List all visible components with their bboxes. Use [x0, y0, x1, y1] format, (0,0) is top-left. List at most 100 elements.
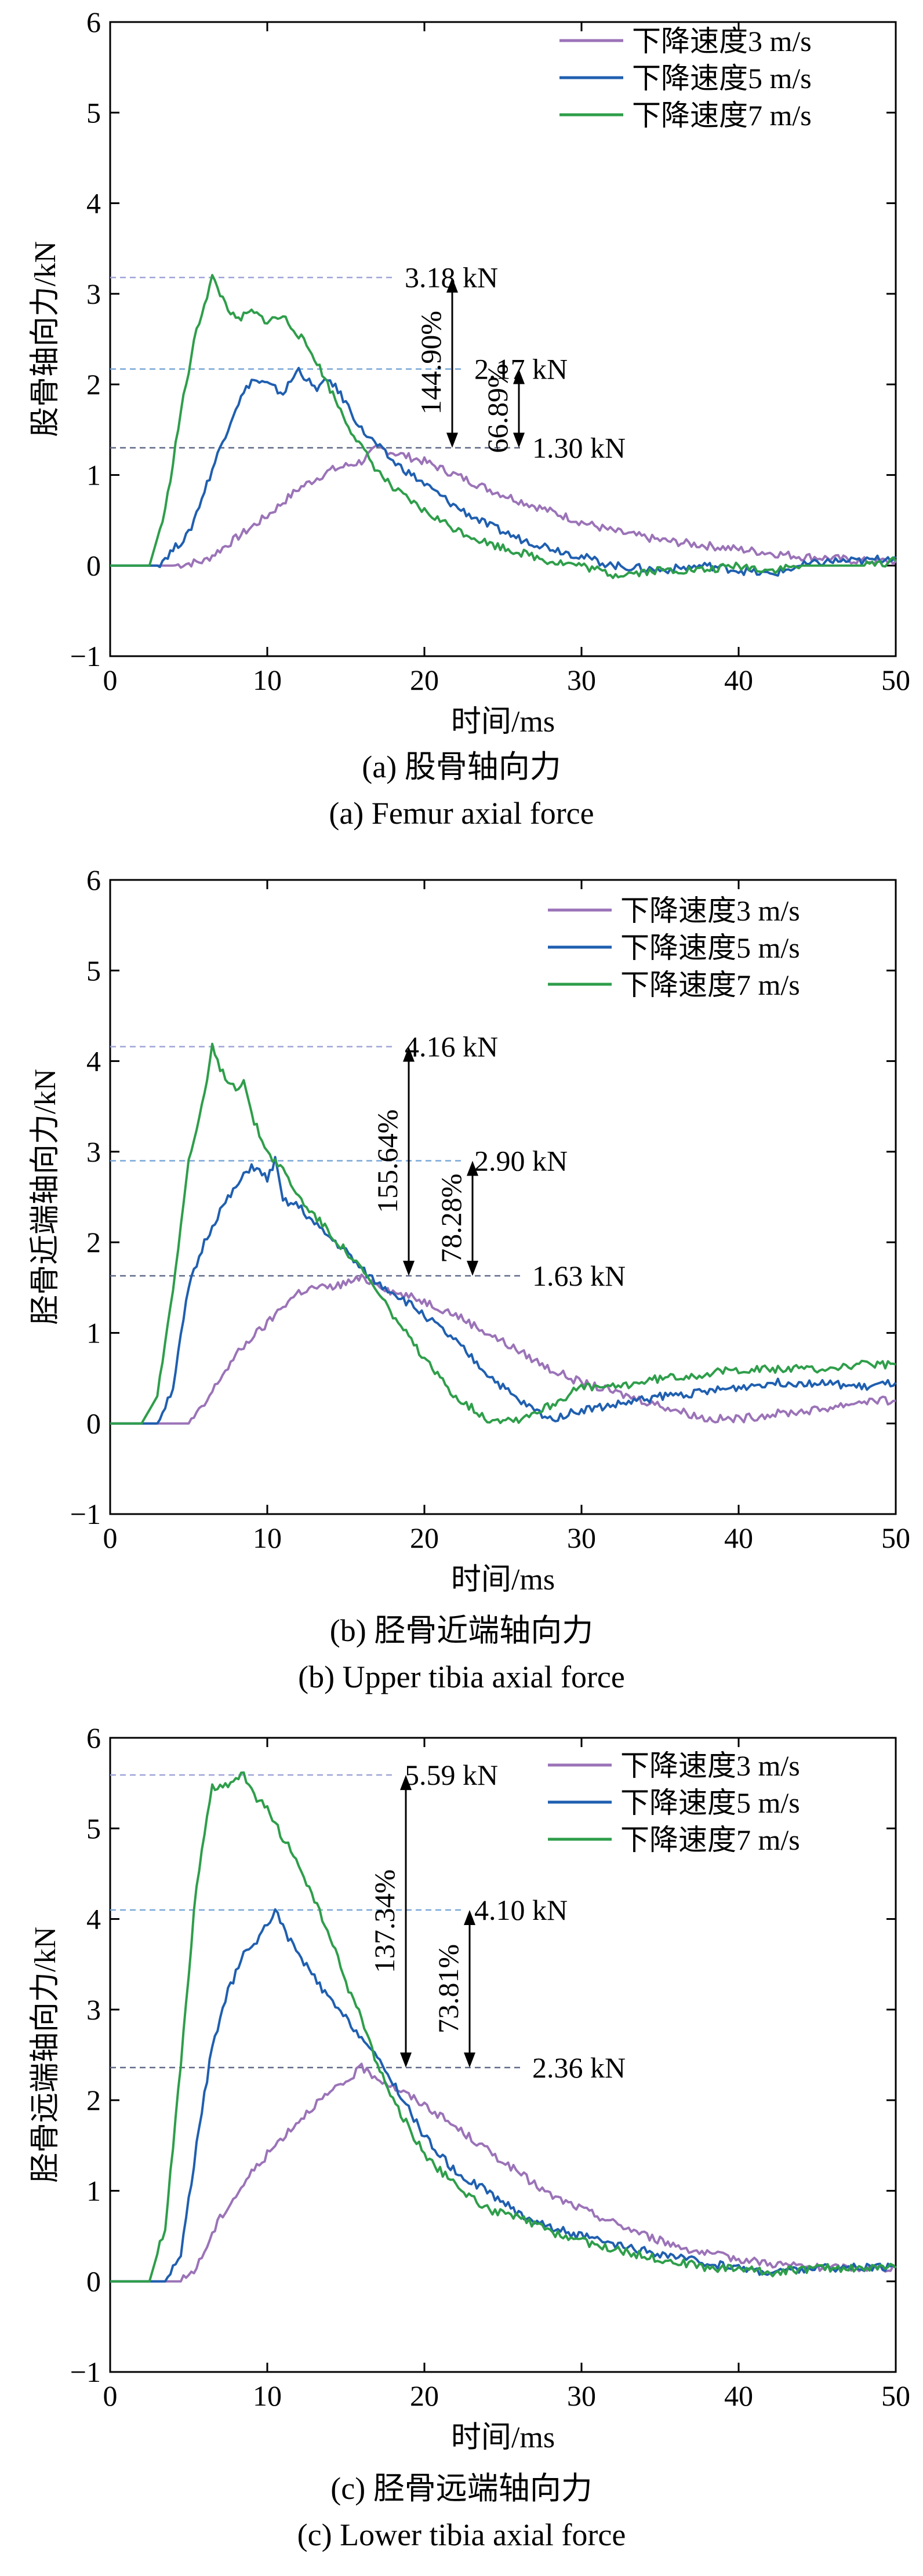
x-tick-label: 10 — [253, 1522, 282, 1554]
y-tick-label: 3 — [86, 1136, 101, 1168]
series-line-3ms — [110, 443, 897, 569]
chart-panel-b: −1 0 1 2 3 4 5 6 0 10 20 30 40 50 时间/ms 胫骨近端轴向力/kN 4.16 … — [0, 858, 923, 1716]
annotation-arrowhead-bottom — [467, 1260, 478, 1276]
annotation-arrowhead-top — [464, 1909, 475, 1925]
annotation-arrowhead-bottom — [464, 2052, 475, 2068]
x-tick-label: 30 — [567, 1522, 596, 1554]
x-tick-label: 10 — [253, 2379, 282, 2412]
series-line-7ms — [110, 274, 897, 580]
annotation-percent-label: 144.90% — [415, 311, 447, 414]
x-tick-label: 10 — [253, 664, 282, 696]
legend-entry: 下降速度7 m/s — [632, 99, 812, 132]
x-tick-label: 50 — [881, 1522, 910, 1554]
y-tick-label: 2 — [86, 1226, 101, 1258]
y-tick-label: 0 — [86, 2265, 101, 2298]
y-tick-label: 1 — [86, 1316, 101, 1349]
y-axis-label: 胫骨近端轴向力/kN — [29, 1069, 62, 1325]
legend-entry: 下降速度5 m/s — [620, 932, 800, 964]
x-axis-label: 时间/ms — [451, 1563, 555, 1596]
chart-panel-c: −1 0 1 2 3 4 5 6 0 10 20 30 40 50 时间/ms 胫骨远端轴向力/kN 5.59 … — [0, 1716, 923, 2576]
y-tick-label: 1 — [86, 2174, 101, 2207]
y-tick-label: 5 — [86, 1812, 101, 1844]
reference-value-label: 2.90 kN — [474, 1144, 568, 1177]
x-tick-label: 50 — [881, 664, 910, 696]
annotation-percent-label: 155.64% — [371, 1109, 404, 1213]
reference-value-label: 5.59 kN — [405, 1759, 498, 1791]
chart-a-caption-en: (a) Femur axial force — [329, 796, 594, 831]
y-tick-label: 3 — [86, 1993, 101, 2026]
plot-frame — [109, 21, 897, 657]
legend-entry: 下降速度3 m/s — [620, 1749, 800, 1782]
annotation-percent-label: 73.81% — [432, 1944, 464, 2033]
plot-frame — [109, 1737, 897, 2373]
chart-b-caption-en: (b) Upper tibia axial force — [298, 1660, 625, 1694]
y-tick-label: 5 — [86, 96, 101, 129]
x-tick-label: 0 — [103, 1522, 118, 1554]
legend-entry: 下降速度3 m/s — [620, 894, 800, 927]
annotation-arrowhead-bottom — [400, 2052, 412, 2068]
y-tick-label: 6 — [86, 1722, 101, 1754]
chart-c-caption-en: (c) Lower tibia axial force — [297, 2517, 626, 2552]
series-line-5ms — [110, 366, 897, 577]
annotation-arrowhead-top — [403, 1046, 415, 1062]
x-tick-label: 40 — [724, 664, 753, 696]
series-line-3ms — [110, 2062, 897, 2283]
x-tick-label: 20 — [410, 2379, 439, 2412]
x-tick-label: 20 — [410, 664, 439, 696]
reference-value-label: 4.16 kN — [405, 1031, 498, 1063]
y-tick-label: 5 — [86, 954, 101, 987]
series-line-5ms — [110, 1156, 897, 1425]
reference-value-label: 2.36 kN — [532, 2051, 626, 2084]
annotation-percent-label: 78.28% — [435, 1174, 467, 1263]
legend-entry: 下降速度7 m/s — [620, 1824, 800, 1856]
y-tick-label: 4 — [86, 1903, 101, 1935]
annotation-arrowhead-bottom — [513, 432, 525, 448]
reference-value-label: 1.63 kN — [532, 1260, 626, 1292]
chart-panel-a: −1 0 1 2 3 4 5 6 0 10 20 30 40 50 时间/ms 股骨轴向力/kN 3.18 kN… — [0, 0, 923, 852]
y-tick-label: 2 — [86, 2084, 101, 2116]
legend-entry: 下降速度5 m/s — [632, 62, 812, 94]
x-tick-label: 40 — [724, 1522, 753, 1554]
x-tick-label: 30 — [567, 664, 596, 696]
y-tick-label: 0 — [86, 550, 101, 582]
series-line-7ms — [110, 1042, 896, 1425]
legend-entry: 下降速度7 m/s — [620, 969, 800, 1001]
series-line-3ms — [110, 1274, 896, 1425]
reference-value-label: 1.30 kN — [532, 432, 626, 464]
y-tick-label: 3 — [86, 278, 101, 310]
y-tick-label: 2 — [86, 368, 101, 401]
y-tick-label: 6 — [86, 864, 101, 896]
x-tick-label: 0 — [103, 2379, 118, 2412]
y-axis-label: 胫骨远端轴向力/kN — [29, 1927, 62, 2183]
chart-c-caption-cn: (c) 胫骨远端轴向力 — [330, 2471, 593, 2506]
y-tick-label: −1 — [70, 1498, 101, 1530]
chart-a-caption-cn: (a) 股骨轴向力 — [362, 749, 561, 784]
reference-value-label: 4.10 kN — [474, 1894, 568, 1926]
x-tick-label: 40 — [724, 2379, 753, 2412]
series-line-5ms — [110, 1908, 897, 2283]
annotation-percent-label: 137.34% — [368, 1869, 401, 1973]
annotation-arrowhead-top — [513, 369, 525, 384]
y-tick-label: −1 — [70, 640, 101, 672]
x-tick-label: 0 — [103, 664, 118, 696]
plot-frame — [109, 879, 897, 1515]
chart-b-caption-cn: (b) 胫骨近端轴向力 — [329, 1613, 594, 1648]
annotation-arrowhead-bottom — [403, 1260, 415, 1276]
legend-entry: 下降速度3 m/s — [632, 25, 812, 57]
annotation-arrowhead-top — [467, 1160, 478, 1176]
y-tick-label: 0 — [86, 1407, 101, 1440]
legend-entry: 下降速度5 m/s — [620, 1787, 800, 1819]
y-tick-label: 4 — [86, 1045, 101, 1078]
annotation-percent-label: 66.89% — [481, 363, 514, 453]
annotation-arrowhead-top — [400, 1775, 412, 1791]
y-tick-label: 6 — [86, 6, 101, 38]
y-tick-label: 1 — [86, 459, 101, 491]
x-tick-label: 20 — [410, 1522, 439, 1554]
x-tick-label: 50 — [881, 2379, 910, 2412]
annotation-arrowhead-bottom — [446, 432, 458, 448]
x-tick-label: 30 — [567, 2379, 596, 2412]
y-axis-label: 股骨轴向力/kN — [29, 241, 62, 437]
